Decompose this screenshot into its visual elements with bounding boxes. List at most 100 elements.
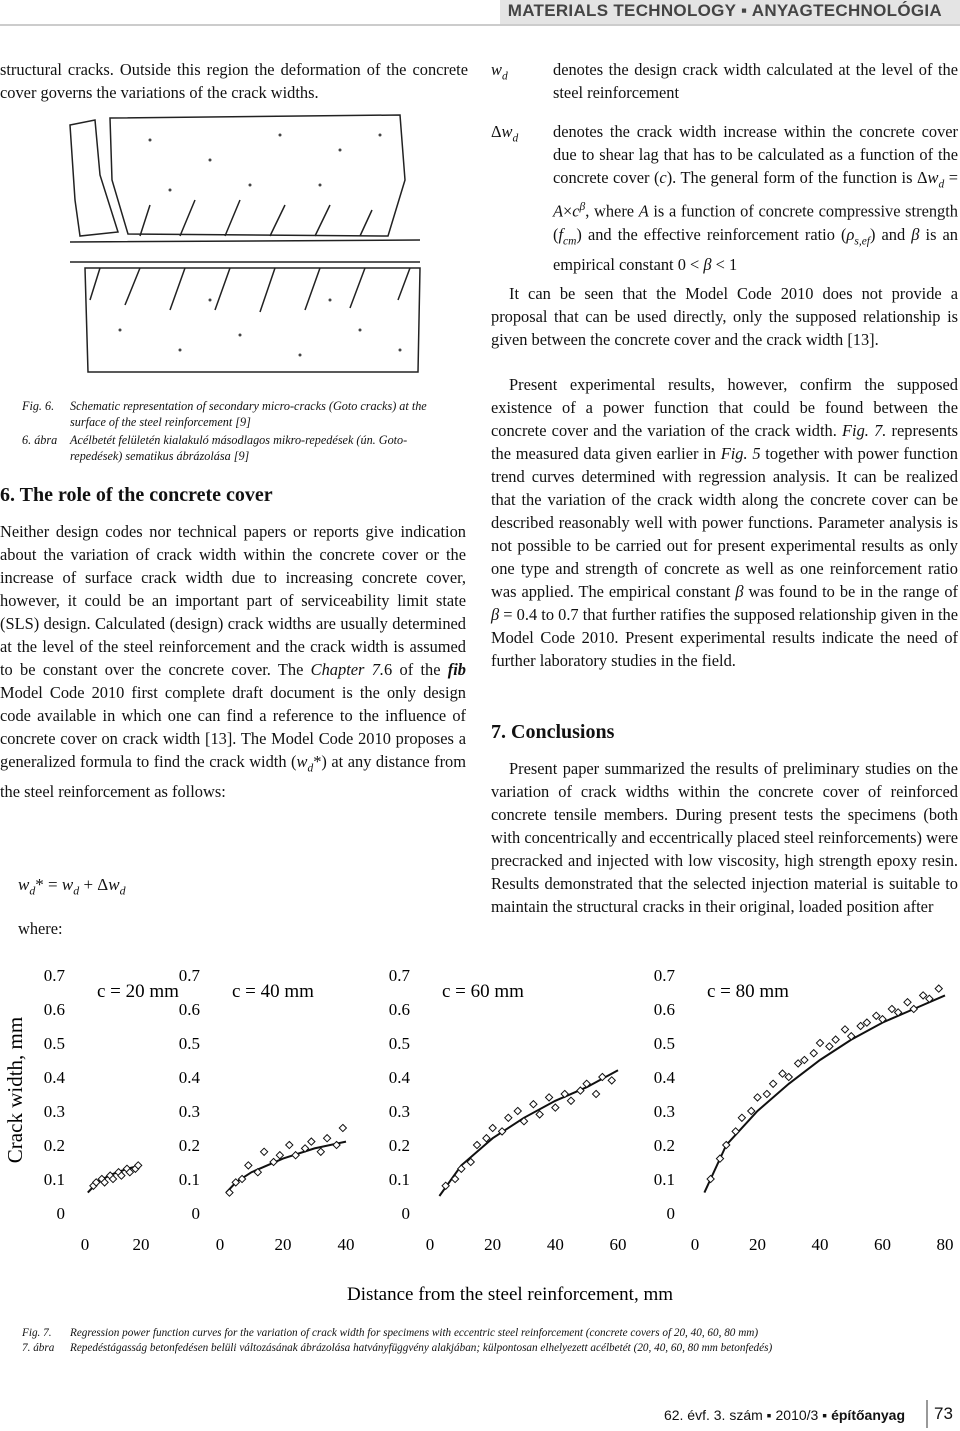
data-point bbox=[535, 1110, 544, 1119]
footer-issue: 62. évf. 3. szám ▪ 2010/3 ▪ bbox=[663, 1407, 828, 1423]
text-run: ρ bbox=[846, 224, 855, 244]
data-point bbox=[925, 994, 934, 1004]
data-point bbox=[300, 1144, 310, 1153]
x-tick-label: 0 bbox=[81, 1235, 90, 1254]
footer: 62. évf. 3. szám ▪ 2010/3 ▪ építőanyag bbox=[664, 1407, 905, 1423]
text-run: Chapter 7. bbox=[310, 660, 384, 679]
data-point bbox=[903, 997, 912, 1007]
data-point bbox=[793, 1059, 803, 1068]
text-run: c bbox=[659, 168, 667, 187]
caption-text: Regression power function curves for the… bbox=[70, 1327, 759, 1339]
concrete-fragment bbox=[109, 114, 406, 237]
text-run: denotes the design crack width calculate… bbox=[553, 60, 958, 102]
text-run: β bbox=[911, 224, 920, 244]
text-run: d bbox=[73, 883, 80, 898]
text-run: β bbox=[491, 605, 500, 624]
data-point bbox=[815, 1038, 825, 1048]
y-tick-label: 0.7 bbox=[654, 966, 676, 985]
text-run: * = bbox=[35, 875, 62, 894]
y-tick-label: 0.4 bbox=[654, 1068, 676, 1087]
data-point bbox=[746, 1106, 756, 1116]
data-point bbox=[831, 1035, 840, 1044]
text-run: is a function of concrete compressive st… bbox=[553, 201, 958, 244]
data-point bbox=[582, 1079, 591, 1089]
data-point bbox=[856, 1021, 865, 1031]
data-point bbox=[784, 1072, 794, 1082]
x-tick-label: 40 bbox=[547, 1235, 564, 1254]
x-tick-label: 20 bbox=[749, 1235, 766, 1254]
data-point bbox=[338, 1123, 348, 1133]
data-point bbox=[125, 1167, 135, 1177]
x-axis-label: Distance from the steel reinforcement, m… bbox=[347, 1284, 673, 1305]
footer-journal: építőanyag bbox=[831, 1407, 905, 1423]
panel-title: c = 40 mm bbox=[232, 981, 314, 1002]
x-tick-label: 80 bbox=[937, 1235, 954, 1254]
text-run: ) and bbox=[869, 224, 912, 244]
y-tick-label: 0.6 bbox=[389, 1000, 410, 1019]
data-point bbox=[591, 1089, 601, 1099]
data-point bbox=[100, 1178, 109, 1187]
y-tick-label: 0 bbox=[192, 1204, 201, 1223]
text-run: d bbox=[501, 70, 508, 83]
panel-title: c = 20 mm bbox=[97, 981, 179, 1002]
text-run: Neither design codes nor technical paper… bbox=[0, 522, 466, 679]
text-run: 6 of the bbox=[384, 660, 448, 679]
y-tick-label: 0.1 bbox=[179, 1170, 200, 1189]
text-run: structural cracks. Outside this region t… bbox=[0, 60, 468, 102]
data-point bbox=[225, 1188, 234, 1197]
text-run: Present experimental results, however, c… bbox=[491, 375, 958, 440]
concrete-block bbox=[84, 267, 421, 373]
data-point bbox=[887, 1004, 897, 1014]
data-point bbox=[316, 1147, 326, 1157]
trend-curve bbox=[225, 1140, 347, 1194]
y-tick-label: 0.5 bbox=[44, 1034, 65, 1053]
data-point bbox=[504, 1113, 513, 1123]
text-run: where: bbox=[18, 919, 63, 938]
definition-text: denotes the design crack width calculate… bbox=[553, 58, 958, 104]
running-header: MATERIALS TECHNOLOGY ▪ ANYAGTECHNOLÓGIA bbox=[507, 1, 942, 20]
figure-caption: Fig. 7. Regression power function curves … bbox=[22, 1326, 942, 1358]
y-tick-label: 0.1 bbox=[654, 1170, 675, 1189]
y-tick-label: 0.1 bbox=[44, 1170, 65, 1189]
caption-text: Repedéstágasság betonfedésen belüli vált… bbox=[70, 1342, 773, 1354]
figure-caption: Fig. 6. Schematic representation of secon… bbox=[22, 398, 452, 468]
text-run: was found to be in the range of bbox=[743, 582, 958, 601]
data-point bbox=[269, 1157, 278, 1167]
panel-title: c = 80 mm bbox=[707, 981, 789, 1002]
y-tick-label: 0.4 bbox=[44, 1068, 66, 1087]
y-tick-label: 0 bbox=[402, 1204, 411, 1223]
text-run: together with power function trend curve… bbox=[491, 444, 958, 601]
caption-label: 7. ábra bbox=[22, 1342, 55, 1354]
data-point bbox=[497, 1127, 507, 1136]
paragraph: It can be seen that the Model Code 2010 … bbox=[491, 282, 958, 351]
data-point bbox=[457, 1164, 466, 1174]
x-tick-label: 0 bbox=[691, 1235, 700, 1254]
data-point bbox=[108, 1174, 118, 1184]
y-axis-label: Crack width, mm bbox=[3, 1017, 27, 1163]
paragraph: Present experimental results, however, c… bbox=[491, 373, 958, 672]
data-point bbox=[825, 1042, 834, 1051]
data-point bbox=[737, 1113, 747, 1123]
caption-label: Fig. 7. bbox=[22, 1327, 52, 1339]
paragraph: structural cracks. Outside this region t… bbox=[0, 58, 468, 104]
data-point bbox=[133, 1161, 143, 1170]
data-point bbox=[893, 1008, 903, 1017]
text-run: d bbox=[307, 762, 314, 775]
definition-term: Δwd bbox=[491, 120, 518, 150]
data-point bbox=[91, 1178, 101, 1187]
data-point bbox=[560, 1089, 570, 1099]
data-point bbox=[450, 1174, 460, 1184]
data-point bbox=[472, 1140, 482, 1150]
y-tick-label: 0.6 bbox=[179, 1000, 200, 1019]
y-tick-label: 0.3 bbox=[654, 1102, 675, 1121]
text-run: d bbox=[512, 132, 519, 145]
data-point bbox=[291, 1150, 300, 1160]
data-point bbox=[768, 1079, 778, 1089]
data-point bbox=[840, 1025, 850, 1034]
text-run: Δ bbox=[491, 122, 502, 141]
x-tick-label: 20 bbox=[484, 1235, 501, 1254]
data-point bbox=[307, 1137, 316, 1146]
data-point bbox=[275, 1150, 285, 1160]
